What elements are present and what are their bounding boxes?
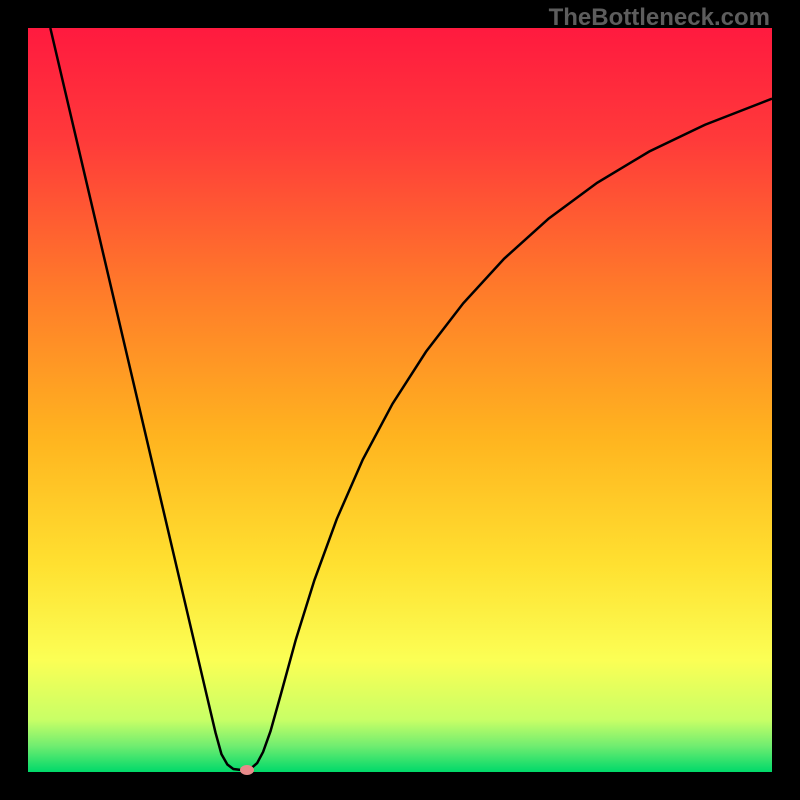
plot-area <box>28 28 772 772</box>
bottleneck-curve <box>28 28 772 772</box>
minimum-marker <box>240 765 254 775</box>
chart-frame: TheBottleneck.com <box>0 0 800 800</box>
watermark-text: TheBottleneck.com <box>549 4 770 32</box>
